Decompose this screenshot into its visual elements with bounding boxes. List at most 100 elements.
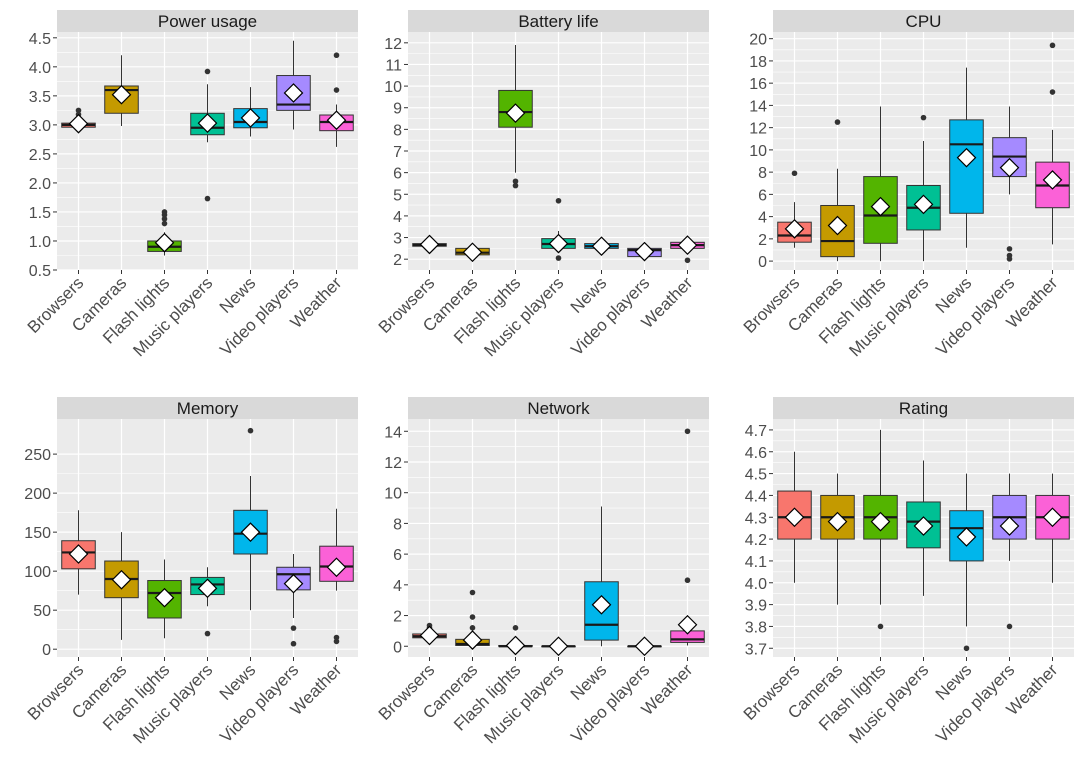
box-news — [584, 236, 619, 257]
box-music-players — [906, 114, 941, 262]
y-tick-label: 4.5 — [745, 467, 767, 484]
box-browsers — [412, 622, 447, 646]
outlier-point — [1006, 246, 1013, 252]
facet-strip — [773, 397, 1074, 419]
y-tick-label: 1.5 — [29, 205, 51, 222]
box-music-players — [541, 197, 576, 261]
box-weather — [670, 428, 705, 646]
mean-marker — [1042, 170, 1063, 190]
outlier-point — [1006, 252, 1013, 259]
mean-marker — [999, 516, 1020, 536]
y-tick-label: 200 — [24, 486, 51, 503]
y-tick-label: 150 — [24, 525, 51, 542]
y-tick-label: 50 — [33, 603, 51, 620]
y-tick-label: 8 — [393, 122, 402, 139]
y-tick-label: 6 — [758, 187, 767, 204]
y-tick-label: 9 — [393, 101, 402, 118]
y-tick-label: 3.8 — [745, 619, 767, 636]
outlier-point — [684, 428, 691, 435]
outlier-point — [1049, 89, 1056, 95]
y-tick-label: 3.7 — [745, 641, 767, 658]
box-flash-lights — [863, 106, 898, 262]
outlier-point — [963, 645, 970, 652]
mean-marker — [68, 113, 89, 134]
box-music-players — [190, 567, 225, 637]
y-tick-label: 2 — [393, 252, 402, 269]
box-browsers — [61, 510, 96, 595]
outlier-point — [512, 625, 519, 631]
outlier-point — [204, 630, 211, 637]
y-tick-label: 16 — [749, 76, 767, 93]
facet-title: CPU — [906, 12, 942, 31]
box-browsers — [777, 170, 812, 248]
box-browsers — [777, 451, 812, 583]
mean-marker — [419, 234, 440, 255]
mean-marker — [240, 522, 261, 542]
outlier-point — [333, 52, 340, 59]
mean-marker — [784, 219, 805, 239]
y-tick-label: 3.9 — [745, 598, 767, 615]
y-tick-label: 10 — [384, 79, 402, 96]
mean-marker — [505, 103, 526, 123]
y-tick-label: 0 — [42, 642, 51, 659]
y-tick-label: 2.5 — [29, 147, 51, 164]
facet-strip — [408, 10, 709, 32]
mean-marker — [634, 241, 655, 262]
box-news — [949, 473, 984, 652]
y-tick-label: 2 — [758, 232, 767, 249]
y-tick-label: 250 — [24, 447, 51, 464]
outlier-point — [161, 209, 168, 215]
panel-memory: Memory050100150200250BrowsersCamerasFlas… — [24, 397, 358, 747]
mean-marker — [462, 630, 483, 650]
mean-marker — [283, 573, 304, 594]
facet-title: Memory — [177, 399, 239, 418]
outlier-point — [834, 119, 841, 125]
box-cameras — [820, 473, 855, 605]
box-video-players — [992, 106, 1027, 262]
outlier-point — [333, 634, 340, 641]
y-tick-label: 2.0 — [29, 176, 51, 193]
y-tick-label: 3.0 — [29, 118, 51, 135]
y-tick-label: 20 — [749, 32, 767, 49]
box-weather — [1035, 473, 1070, 583]
mean-marker — [283, 83, 304, 103]
box-news — [233, 87, 268, 137]
y-tick-label: 4 — [393, 578, 402, 595]
outlier-point — [333, 638, 340, 645]
y-tick-label: 5 — [393, 187, 402, 204]
box-news — [233, 427, 268, 611]
box-weather — [319, 52, 354, 147]
box-cameras — [455, 242, 490, 263]
y-tick-label: 2 — [393, 609, 402, 626]
facet-strip — [57, 397, 358, 419]
y-tick-label: 3 — [393, 231, 402, 248]
y-tick-label: 4.0 — [745, 576, 767, 593]
y-tick-label: 0 — [393, 639, 402, 656]
mean-marker — [326, 557, 347, 578]
y-tick-label: 0.5 — [29, 263, 51, 280]
outlier-point — [290, 625, 297, 631]
mean-marker — [1042, 507, 1063, 528]
y-tick-label: 10 — [749, 143, 767, 160]
box-browsers — [412, 234, 447, 255]
outlier-point — [469, 625, 476, 631]
y-tick-label: 8 — [758, 165, 767, 182]
outlier-point — [1049, 42, 1056, 49]
y-tick-label: 12 — [749, 121, 767, 138]
mean-marker — [68, 544, 89, 564]
outlier-point — [75, 107, 82, 114]
mean-marker — [827, 511, 848, 532]
y-tick-label: 11 — [385, 57, 402, 74]
outlier-point — [161, 220, 168, 227]
y-tick-label: 12 — [384, 455, 402, 472]
box-flash-lights — [863, 429, 898, 630]
box-music-players — [541, 636, 576, 657]
mean-marker — [956, 527, 977, 547]
box-cameras — [104, 532, 139, 640]
mean-marker — [956, 147, 977, 168]
outlier-point — [512, 178, 519, 185]
box-video-players — [276, 553, 311, 647]
y-tick-label: 1.0 — [29, 234, 51, 251]
